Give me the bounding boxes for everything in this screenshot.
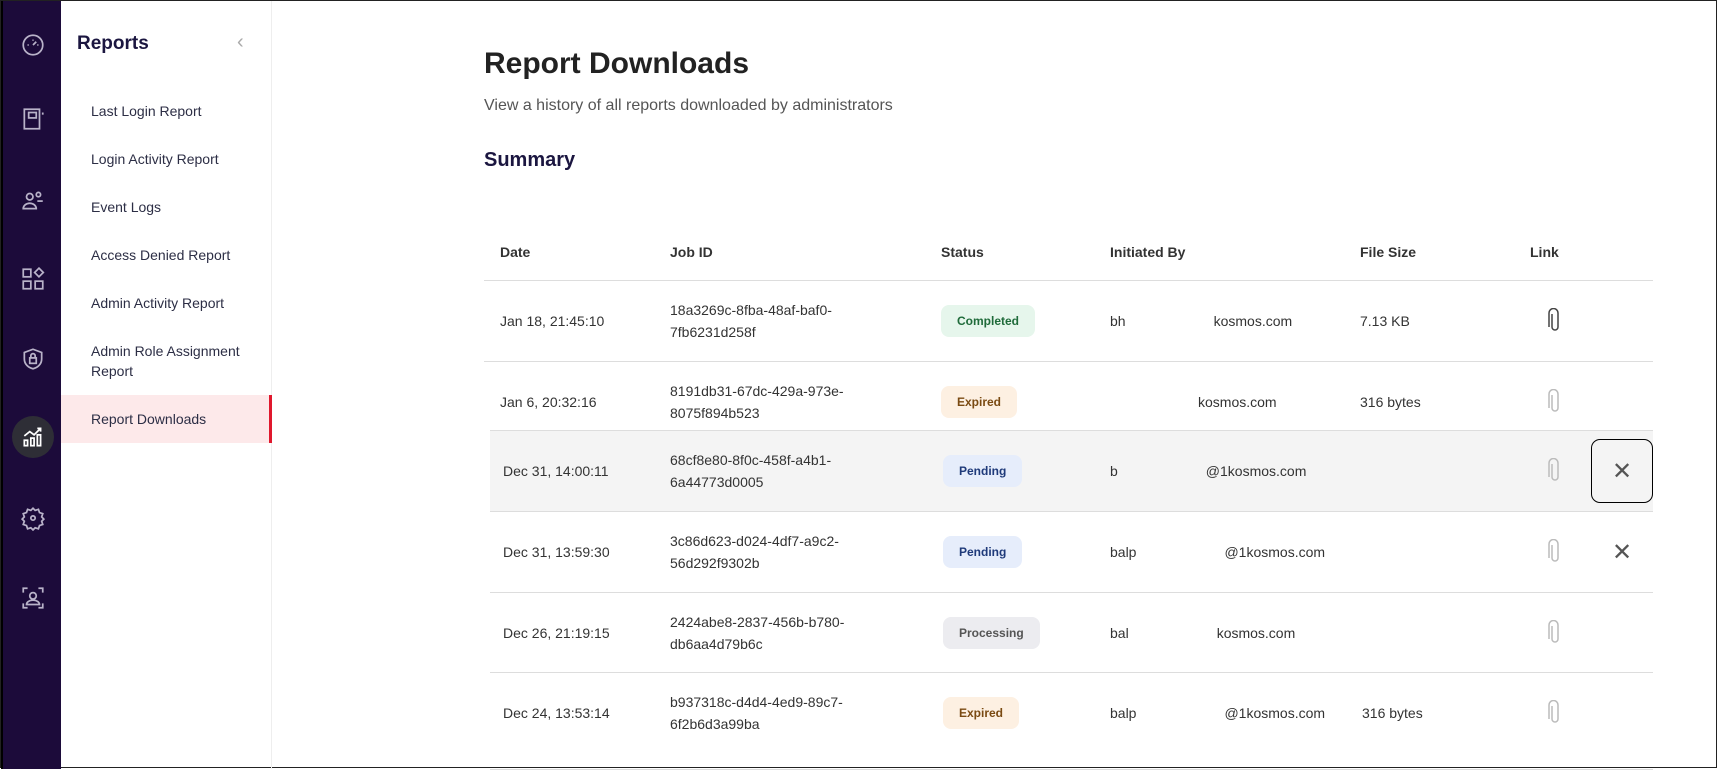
divider [490,672,1653,673]
sidebar-item-access-denied[interactable]: Access Denied Report [91,247,231,263]
cell-initiated-by: bal kosmos.com [1110,622,1295,644]
sidebar-item-admin-role-assignment[interactable]: Admin Role Assignment Report [91,343,240,379]
reports-icon[interactable] [12,416,54,458]
collapse-chevron-icon[interactable]: ‹ [237,31,244,53]
cell-file-size: 316 bytes [1362,705,1423,721]
cell-date: Dec 31, 13:59:30 [503,544,610,560]
apps-icon[interactable] [12,258,54,300]
job-id-line: 2424abe8-2837-456b-b780- [670,614,845,630]
close-icon: ✕ [1611,538,1633,566]
sidebar-item-login-activity[interactable]: Login Activity Report [91,151,219,167]
job-id-line: 6f2b6d3a99ba [670,716,760,732]
table-row [490,593,1653,673]
page-subtitle: View a history of all reports downloaded… [484,97,893,114]
job-id-line: b937318c-d4d4-4ed9-89c7- [670,694,843,710]
cell-initiated-by: balp @1kosmos.com [1110,702,1325,724]
table-row [490,512,1653,592]
email-end: kosmos.com [1213,313,1293,329]
identity-icon[interactable] [12,577,54,619]
status-badge: Pending [943,536,1023,568]
email-end: kosmos.com [1198,394,1277,410]
cell-file-size: 316 bytes [1360,394,1421,410]
cell-initiated-by: kosmos.com [1110,391,1277,413]
cell-date: Dec 31, 14:00:11 [503,463,609,479]
paperclip-icon [1546,699,1564,726]
divider [484,361,1653,362]
users-icon[interactable] [12,179,54,221]
cell-job-id: 3c86d623-d024-4df7-a9c2- 56d292f9302b [670,530,839,574]
cancel-job-button[interactable]: ✕ [1591,439,1653,503]
job-id-line: 18a3269c-8fba-48af-baf0- [670,302,832,318]
job-id-line: 6a44773d0005 [670,474,764,490]
header-initiated-by: Initiated By [1110,244,1186,260]
cell-job-id: b937318c-d4d4-4ed9-89c7- 6f2b6d3a99ba [670,691,843,735]
divider [484,280,1653,281]
dashboard-icon[interactable] [12,24,54,66]
sidebar-item-last-login[interactable]: Last Login Report [91,103,202,119]
status-badge: Pending [943,455,1023,487]
divider [490,592,1653,593]
status-badge: Completed [941,305,1036,337]
directory-icon[interactable] [12,98,54,140]
job-id-line: 8191db31-67dc-429a-973e- [670,383,844,399]
job-id-line: db6aa4d79b6c [670,636,763,652]
email-start: bh [1110,313,1126,329]
cancel-job-button[interactable]: ✕ [1591,520,1653,584]
cell-date: Dec 26, 21:19:15 [503,625,610,641]
sidebar-item-event-logs[interactable]: Event Logs [91,199,162,215]
table-row [490,431,1653,511]
sidebar-item-report-downloads[interactable]: Report Downloads [61,395,272,443]
email-start: balp [1110,544,1137,560]
cell-job-id: 2424abe8-2837-456b-b780- db6aa4d79b6c [670,611,844,655]
reports-sidebar: Reports ‹ Last Login Report Login Activi… [61,1,272,769]
job-id-line: 8075f894b523 [670,405,760,421]
cell-initiated-by: bh kosmos.com [1110,310,1292,332]
page-title: Report Downloads [484,47,750,80]
paperclip-icon [1546,538,1564,565]
paperclip-icon[interactable] [1546,307,1564,334]
cell-date: Jan 18, 21:45:10 [500,313,605,329]
header-status: Status [941,244,984,260]
cell-job-id: 68cf8e80-8f0c-458f-a4b1- 6a44773d0005 [670,449,831,493]
status-badge: Expired [943,697,1020,729]
cell-initiated-by: b @1kosmos.com [1110,460,1306,482]
job-id-line: 3c86d623-d024-4df7-a9c2- [670,533,839,549]
email-start: b [1110,463,1118,479]
paperclip-icon [1546,619,1564,646]
table-row [490,281,1653,361]
paperclip-icon [1546,457,1564,484]
email-start: balp [1110,705,1137,721]
sidebar-title: Reports [77,33,149,54]
cell-date: Jan 6, 20:32:16 [500,394,597,410]
email-end: kosmos.com [1216,625,1296,641]
cell-file-size: 7.13 KB [1360,313,1410,329]
header-job-id: Job ID [670,244,713,260]
job-id-line: 68cf8e80-8f0c-458f-a4b1- [670,452,832,468]
cell-date: Dec 24, 13:53:14 [503,705,610,721]
email-start: bal [1110,625,1129,641]
header-file-size: File Size [1360,244,1417,260]
cell-initiated-by: balp @1kosmos.com [1110,541,1325,563]
cell-job-id: 18a3269c-8fba-48af-baf0- 7fb6231d258f [670,299,832,343]
close-icon: ✕ [1611,457,1633,485]
divider [490,511,1653,512]
sidebar-item-admin-activity[interactable]: Admin Activity Report [91,295,225,311]
summary-heading: Summary [484,149,576,171]
paperclip-icon [1546,388,1564,415]
email-end: @1kosmos.com [1205,463,1307,479]
status-badge: Processing [943,617,1040,649]
email-end: @1kosmos.com [1224,705,1326,721]
table-row [490,673,1653,753]
email-end: @1kosmos.com [1224,544,1326,560]
cell-job-id: 8191db31-67dc-429a-973e- 8075f894b523 [670,380,844,424]
divider [490,430,1653,431]
settings-icon[interactable] [12,497,54,539]
security-icon[interactable] [12,338,54,380]
status-badge: Expired [941,386,1018,418]
icon-rail [1,1,61,769]
job-id-line: 56d292f9302b [670,555,760,571]
header-date: Date [500,244,531,260]
job-id-line: 7fb6231d258f [670,324,756,340]
header-link: Link [1530,244,1559,260]
